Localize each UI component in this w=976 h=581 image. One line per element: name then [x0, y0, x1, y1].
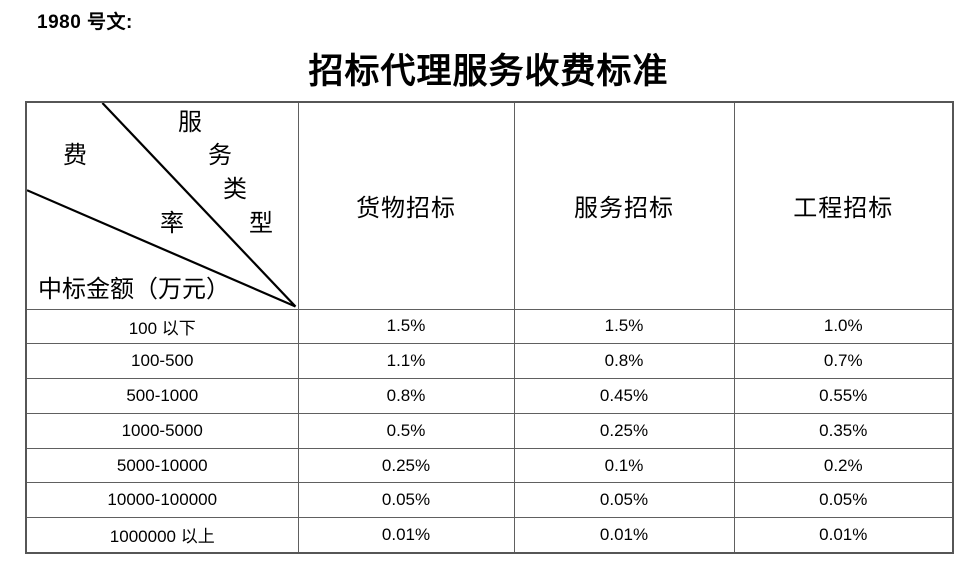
- table-row: 10000-100000 0.05% 0.05% 0.05%: [25, 482, 954, 519]
- amount-range-cell: 100 以下: [25, 308, 299, 345]
- corner-rate-char: 费: [63, 143, 87, 169]
- corner-rate-char: 率: [160, 211, 184, 237]
- table-row: 500-1000 0.8% 0.45% 0.55%: [25, 378, 954, 414]
- rate-cell: 0.01%: [733, 517, 954, 554]
- rate-cell: 0.05%: [297, 482, 515, 519]
- table-row: 5000-10000 0.25% 0.1% 0.2%: [25, 447, 954, 484]
- table-row: 1000000 以上 0.01% 0.01% 0.01%: [25, 517, 954, 554]
- rate-cell: 0.8%: [513, 343, 735, 380]
- corner-service-type-char: 型: [249, 211, 273, 237]
- column-header-goods: 货物招标: [297, 101, 515, 310]
- amount-range-cell: 100-500: [25, 343, 299, 380]
- diagonal-divider-lines: [27, 103, 297, 308]
- rate-cell: 0.05%: [733, 482, 954, 519]
- rate-cell: 0.01%: [513, 517, 735, 554]
- corner-service-type-char: 务: [208, 143, 232, 169]
- corner-service-type-char: 类: [223, 177, 247, 203]
- amount-range-cell: 500-1000: [25, 378, 299, 414]
- rate-cell: 0.25%: [297, 447, 515, 484]
- amount-range-cell: 5000-10000: [25, 447, 299, 484]
- table-header-row: 服 务 类 型 费 率 中标金额（万元） 货物招标 服务招标 工程招标: [25, 101, 954, 310]
- corner-amount-label: 中标金额（万元）: [38, 277, 230, 303]
- rate-cell: 0.7%: [733, 343, 954, 380]
- corner-service-type-char: 服: [178, 110, 202, 136]
- rate-cell: 0.45%: [513, 378, 735, 414]
- rate-cell: 0.5%: [297, 412, 515, 449]
- corner-inner: 服 务 类 型 费 率 中标金额（万元）: [27, 103, 297, 308]
- doc-ref-number: 1980 号文:: [37, 12, 133, 33]
- rate-cell: 1.5%: [297, 308, 515, 345]
- amount-range-cell: 1000000 以上: [25, 517, 299, 554]
- fee-standard-table: 服 务 类 型 费 率 中标金额（万元） 货物招标 服务招标 工程招标 100 …: [25, 101, 954, 554]
- column-header-service: 服务招标: [513, 101, 735, 310]
- rate-cell: 0.01%: [297, 517, 515, 554]
- corner-header-cell: 服 务 类 型 费 率 中标金额（万元）: [25, 101, 299, 310]
- table-row: 1000-5000 0.5% 0.25% 0.35%: [25, 412, 954, 449]
- rate-cell: 0.35%: [733, 412, 954, 449]
- amount-range-cell: 10000-100000: [25, 482, 299, 519]
- table-row: 100-500 1.1% 0.8% 0.7%: [25, 343, 954, 380]
- table-row: 100 以下 1.5% 1.5% 1.0%: [25, 308, 954, 345]
- column-header-works: 工程招标: [733, 101, 954, 310]
- amount-range-cell: 1000-5000: [25, 412, 299, 449]
- rate-cell: 1.1%: [297, 343, 515, 380]
- rate-cell: 1.0%: [733, 308, 954, 345]
- page-title: 招标代理服务收费标准: [308, 52, 669, 91]
- rate-cell: 0.25%: [513, 412, 735, 449]
- rate-cell: 0.55%: [733, 378, 954, 414]
- rate-cell: 0.8%: [297, 378, 515, 414]
- rate-cell: 1.5%: [513, 308, 735, 345]
- rate-cell: 0.05%: [513, 482, 735, 519]
- rate-cell: 0.2%: [733, 447, 954, 484]
- rate-cell: 0.1%: [513, 447, 735, 484]
